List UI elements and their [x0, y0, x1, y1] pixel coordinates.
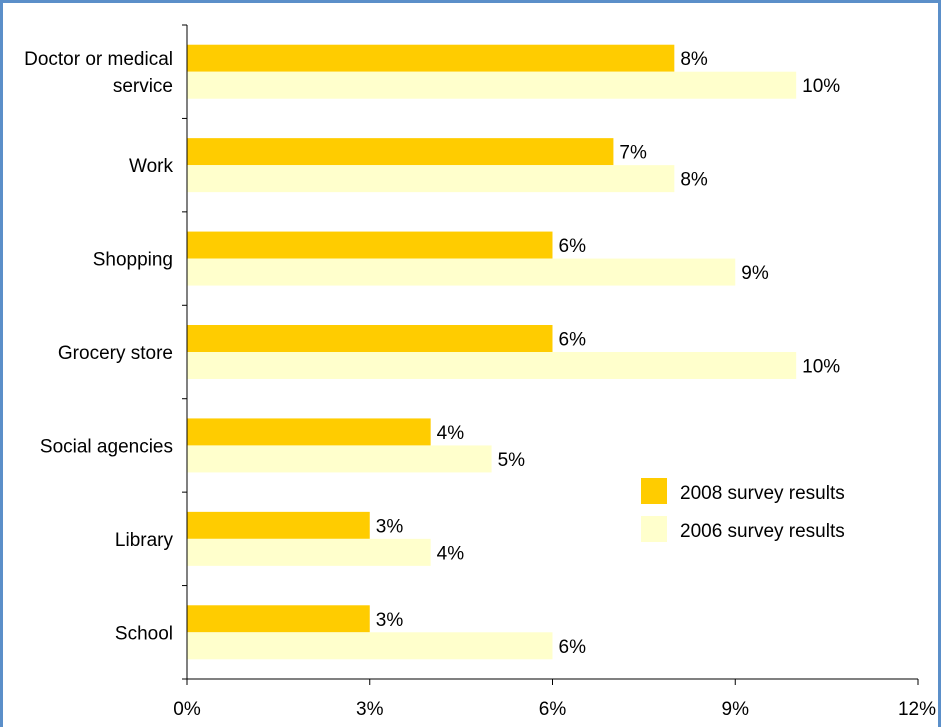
data-label: 4%: [437, 543, 465, 564]
legend-label: 2006 survey results: [680, 521, 845, 542]
category-label: Work: [129, 156, 173, 177]
data-label: 8%: [680, 49, 708, 70]
data-label: 3%: [376, 516, 404, 537]
data-label: 8%: [680, 170, 708, 191]
category-label: School: [115, 623, 173, 644]
bar-series1-3: [187, 325, 553, 352]
bar-series1-6: [187, 605, 370, 633]
data-label: 6%: [559, 637, 587, 658]
data-label: 3%: [376, 610, 404, 631]
bar-series1-1: [187, 138, 614, 166]
x-tick-label: 12%: [898, 699, 936, 720]
bars-layer: [187, 44, 797, 660]
data-label: 10%: [802, 357, 840, 378]
category-label: Doctor or medical service: [24, 49, 173, 97]
category-label: Social agencies: [40, 436, 173, 457]
category-label: Shopping: [93, 250, 173, 271]
bar-series2-0: [187, 71, 797, 99]
category-label: Library: [115, 530, 174, 551]
legend-swatch: [641, 478, 667, 504]
data-label: 7%: [619, 143, 647, 164]
x-tick-label: 6%: [539, 699, 567, 720]
bar-series2-4: [187, 445, 492, 473]
data-label: 9%: [741, 263, 769, 284]
x-tick-label: 0%: [173, 699, 201, 720]
bar-series2-3: [187, 352, 797, 379]
data-label: 6%: [559, 236, 587, 257]
x-tick-label: 3%: [356, 699, 384, 720]
bar-series1-5: [187, 511, 370, 539]
category-label: Grocery store: [58, 343, 173, 364]
data-label: 6%: [559, 330, 587, 351]
legend: 2008 survey results 2006 survey results: [641, 478, 845, 542]
x-tick-label: 9%: [722, 699, 750, 720]
legend-swatch: [641, 516, 667, 542]
bar-series1-4: [187, 418, 431, 446]
axes-layer: [182, 24, 919, 685]
bar-chart: 8% 10% Doctor or medical service 7% 8% Work 6% 9…: [24, 24, 936, 720]
bar-series1-0: [187, 44, 675, 72]
data-label: 10%: [802, 76, 840, 97]
data-label: 5%: [498, 450, 526, 471]
bar-series2-6: [187, 632, 553, 660]
legend-label: 2008 survey results: [680, 483, 845, 504]
bar-series2-2: [187, 258, 736, 286]
labels-layer: 8% 10% Doctor or medical service 7% 8% Work 6% 9…: [24, 49, 936, 720]
bar-series1-2: [187, 231, 553, 259]
data-label: 4%: [437, 423, 465, 444]
bar-series2-5: [187, 538, 431, 566]
bar-series2-1: [187, 165, 675, 193]
